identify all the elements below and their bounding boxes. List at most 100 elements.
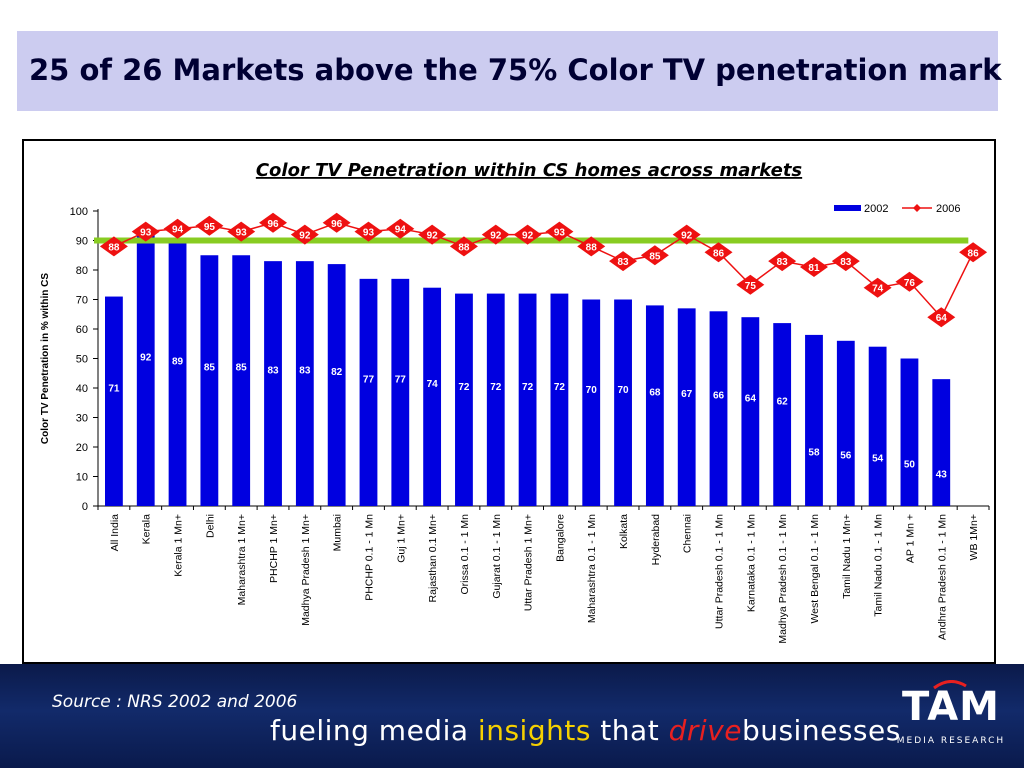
bar-2002-label: 68 xyxy=(649,388,661,399)
marker-2006-label: 93 xyxy=(363,228,375,239)
marker-2006 xyxy=(704,242,733,263)
bar-2002 xyxy=(486,293,505,506)
logo-subtitle: MEDIA RESEARCH xyxy=(896,736,1006,746)
bar-2002 xyxy=(582,299,601,506)
bar-2002-label: 85 xyxy=(204,363,216,374)
marker-2006-label: 92 xyxy=(522,231,534,242)
bar-2002 xyxy=(645,305,664,506)
x-category-label: Tamil Nadu 1 Mn+ xyxy=(841,514,853,599)
marker-2006-label: 93 xyxy=(236,228,248,239)
chart-bars: 71 92 89 85 85 83 83 82 77 77 74 72 72 72 72 70 70 68 67 66… xyxy=(105,234,951,506)
x-category-label: Mumbai xyxy=(332,514,344,551)
bar-2002 xyxy=(136,234,155,506)
marker-2006 xyxy=(768,251,797,272)
marker-2006-label: 86 xyxy=(968,248,980,259)
bar-2002 xyxy=(741,317,760,506)
marker-2006 xyxy=(831,251,860,272)
x-category-label: All India xyxy=(109,514,121,552)
legend-2006-label: 2006 xyxy=(936,203,960,215)
marker-2006-label: 92 xyxy=(681,231,693,242)
marker-2006 xyxy=(227,221,256,242)
marker-2006-label: 94 xyxy=(172,225,184,236)
marker-2006-label: 83 xyxy=(777,257,789,268)
bar-2002-label: 72 xyxy=(522,382,534,393)
x-category-label: PHCHP 1 Mn+ xyxy=(268,514,280,583)
marker-2006-label: 94 xyxy=(395,225,407,236)
x-category-label: Chennai xyxy=(682,514,694,553)
marker-2006 xyxy=(927,307,956,328)
bar-2002-label: 85 xyxy=(236,363,248,374)
bar-2002 xyxy=(836,340,855,506)
marker-2006 xyxy=(672,224,701,245)
chart-svg: Color TV Penetration within CS homes acr… xyxy=(40,160,990,644)
bar-2002 xyxy=(264,261,282,506)
tagline: fueling media insights that drivebusines… xyxy=(270,714,901,747)
bar-2002 xyxy=(868,346,887,506)
title-bar: 25 of 26 Markets above the 75% Color TV … xyxy=(17,31,1002,111)
marker-2006 xyxy=(386,218,415,239)
marker-2006 xyxy=(449,236,478,257)
bar-2002-label: 70 xyxy=(617,385,629,396)
legend-2002-swatch xyxy=(834,205,861,211)
x-category-label: Tamil Nadu 0.1 - 1 Mn xyxy=(873,514,885,617)
chart-xlabels: All India Kerala Kerala 1 Mn+ Delhi Maharash… xyxy=(109,514,980,644)
marker-2006-label: 75 xyxy=(745,281,757,292)
bar-2002 xyxy=(518,293,537,506)
marker-2006-label: 88 xyxy=(108,242,120,253)
bar-2002-label: 58 xyxy=(808,447,820,458)
bar-2002 xyxy=(327,264,346,506)
marker-2006-label: 92 xyxy=(490,231,502,242)
bar-2002 xyxy=(391,278,410,506)
chart-line: 88 93 94 95 93 96 92 96 93 94 92 88 92 92 93 88 83 85 92 86… xyxy=(99,212,988,328)
bar-2002-label: 72 xyxy=(554,382,566,393)
bar-2002-label: 77 xyxy=(363,374,375,385)
marker-2006 xyxy=(545,221,574,242)
bar-2002-label: 83 xyxy=(267,366,279,377)
x-category-label: Kerala xyxy=(141,514,153,545)
bar-2002 xyxy=(423,287,442,506)
slide-title: 25 of 26 Markets above the 75% Color TV … xyxy=(29,53,1002,87)
bar-2002-label: 72 xyxy=(490,382,502,393)
marker-2006-label: 86 xyxy=(713,248,725,259)
chart-title: Color TV Penetration within CS homes acr… xyxy=(256,160,803,181)
marker-2006 xyxy=(799,257,828,278)
x-category-label: PHCHP 0.1 - 1 Mn xyxy=(363,514,375,601)
bar-2002 xyxy=(932,379,951,506)
tagline-drive: drive xyxy=(668,714,742,747)
logo-swoosh-icon xyxy=(933,680,967,690)
x-category-label: Orissa 0.1 - 1 Mn xyxy=(459,514,471,595)
y-tick-label: 10 xyxy=(76,472,88,484)
y-tick-label: 0 xyxy=(82,501,88,513)
x-category-label: Andhra Pradesh 0.1 - 1 Mn xyxy=(936,514,948,640)
x-category-label: Guj 1 Mn+ xyxy=(395,514,407,563)
x-category-label: Gujarat 0.1 - 1 Mn xyxy=(491,514,503,599)
x-category-label: West Bengal 0.1 - 1 Mn xyxy=(809,514,821,624)
marker-2006 xyxy=(577,236,606,257)
marker-2006-label: 81 xyxy=(808,263,820,274)
bar-2002-label: 64 xyxy=(745,394,757,405)
y-tick-label: 40 xyxy=(76,383,88,395)
x-category-label: Madhya Pradesh 0.1 - 1 Mn xyxy=(777,514,789,644)
marker-2006 xyxy=(640,245,669,266)
chart-legend: 2002 2006 xyxy=(834,203,960,215)
marker-2006 xyxy=(418,224,447,245)
x-category-label: Hyderabad xyxy=(650,514,662,566)
bar-2002 xyxy=(709,311,728,506)
bar-2002 xyxy=(232,255,251,506)
marker-2006-label: 92 xyxy=(299,231,311,242)
x-category-label: AP 1 Mn + xyxy=(904,514,916,563)
y-tick-label: 50 xyxy=(76,354,88,366)
bar-2002-label: 50 xyxy=(904,459,916,470)
bar-2002-label: 82 xyxy=(331,367,343,378)
bar-2002 xyxy=(105,296,123,506)
tagline-insights: insights xyxy=(477,714,591,747)
marker-2006-label: 93 xyxy=(140,228,152,239)
legend-2006-marker xyxy=(913,204,921,212)
chart-frame: Color TV Penetration within CS homes acr… xyxy=(22,139,996,664)
bar-2002-label: 70 xyxy=(586,385,598,396)
y-tick-label: 100 xyxy=(70,206,88,218)
marker-2006-label: 96 xyxy=(267,219,279,230)
marker-2006-label: 96 xyxy=(331,219,343,230)
marker-2006 xyxy=(895,271,924,292)
x-category-label: Kolkata xyxy=(618,514,630,549)
